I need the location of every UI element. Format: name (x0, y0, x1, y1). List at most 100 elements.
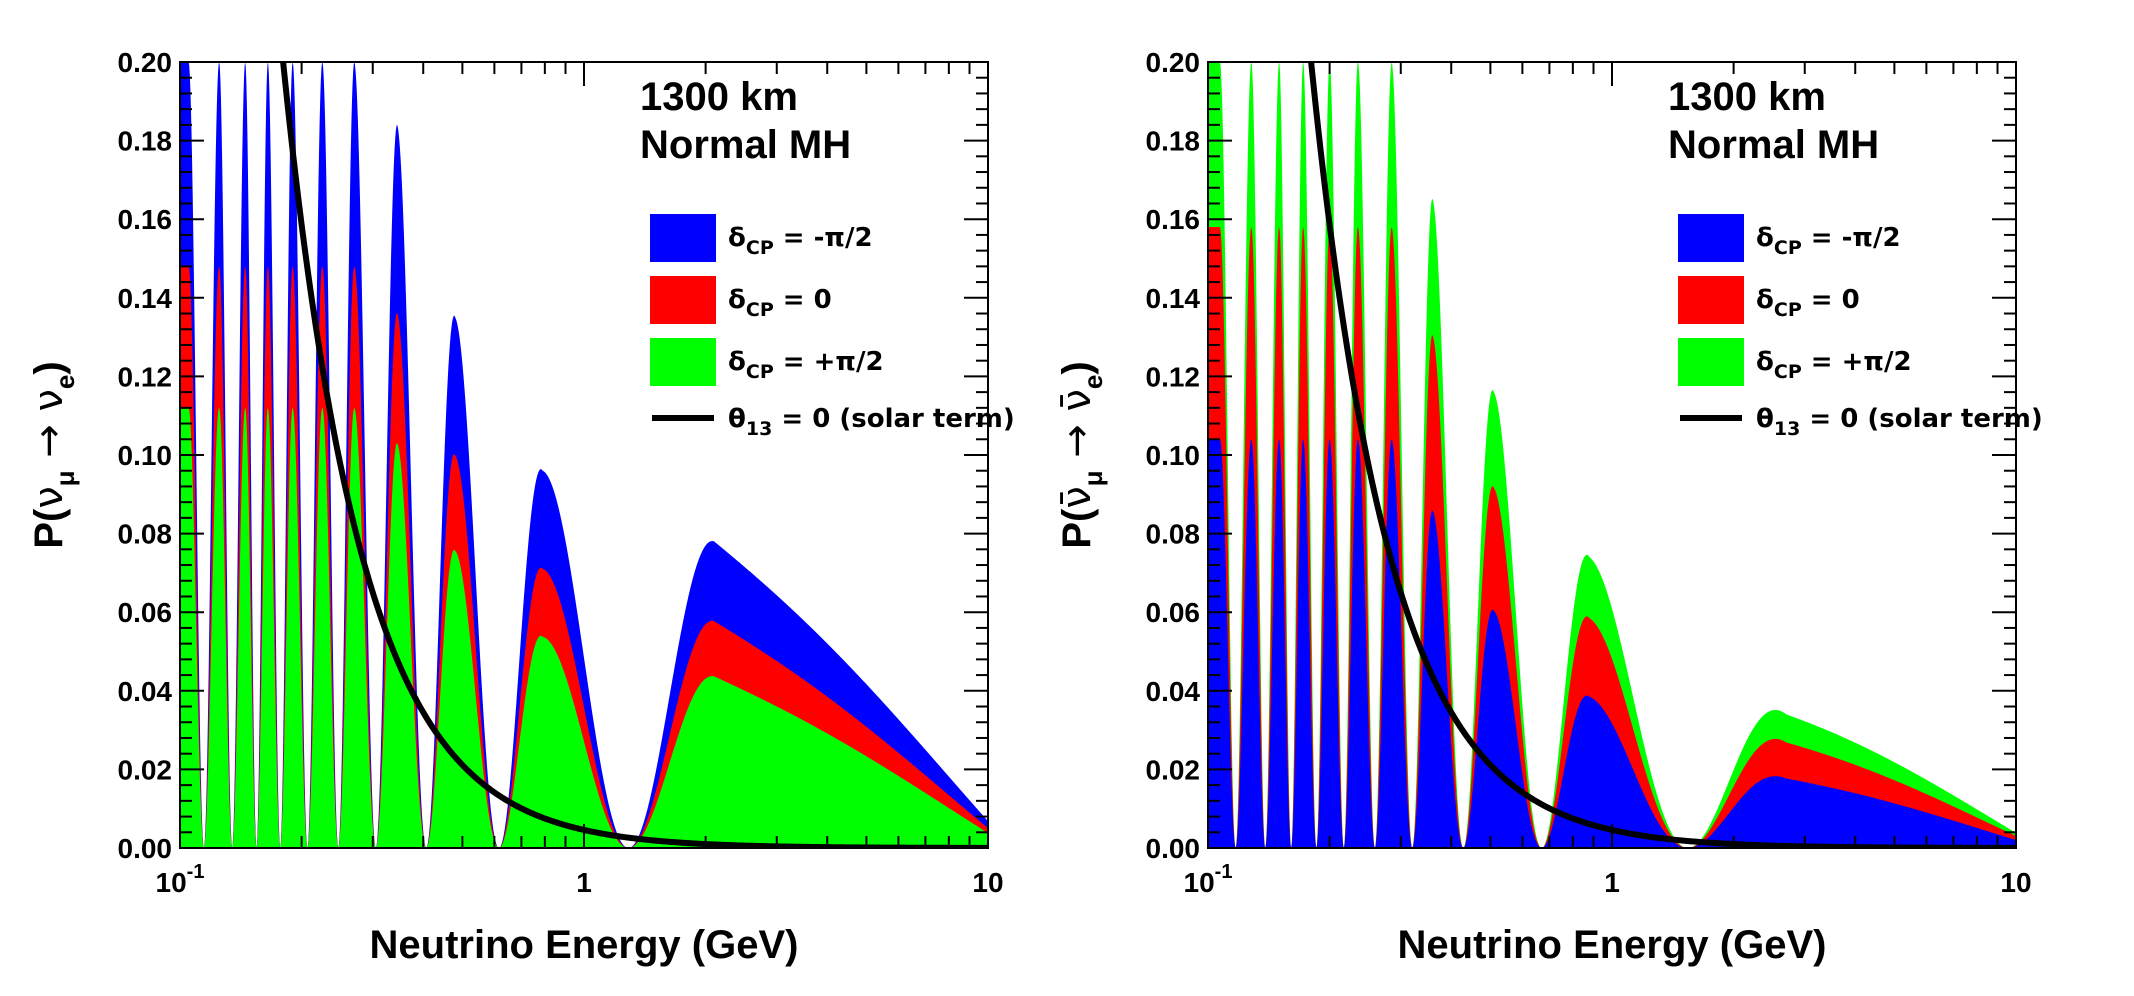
y-label-nu-e: ν (26, 389, 72, 411)
y-tick-label: 0.02 (1146, 754, 1201, 785)
y-tick-label: 0.18 (1146, 126, 1201, 157)
y-tick-label: 0.08 (118, 519, 173, 550)
series-area-0 (180, 62, 988, 848)
legend-sym: δ (728, 223, 746, 253)
legend-rest: = 0 (774, 285, 832, 315)
legend-sub: CP (1774, 299, 1802, 321)
x-tick-base: 1 (1604, 867, 1620, 898)
x-tick-exponent: -1 (1215, 861, 1233, 883)
legend-rest: = -π/2 (1802, 223, 1901, 253)
y-tick-label: 0.04 (118, 676, 173, 707)
y-axis-label: P(νμ → νe) (26, 361, 80, 548)
legend-rest: = 0 (1802, 285, 1860, 315)
legend-swatch-2 (650, 338, 716, 386)
legend-sub: CP (1774, 237, 1802, 259)
y-label-nu-mu: ν̄ (1054, 486, 1100, 508)
legend-sub: CP (1774, 361, 1802, 383)
legend-swatch-2 (1678, 338, 1744, 386)
series-area-1 (180, 266, 988, 848)
legend-rest: = 0 (solar term) (1800, 404, 2042, 434)
y-tick-label: 0.10 (1146, 440, 1201, 471)
y-tick-label: 0.16 (1146, 204, 1201, 235)
legend-label-1: δCP = 0 (1756, 285, 1860, 321)
legend-rest: = 0 (solar term) (772, 404, 1014, 434)
y-tick-label: 0.10 (118, 440, 173, 471)
annotation-line-0: 1300 km (640, 75, 798, 119)
y-label-close: ) (27, 361, 71, 374)
legend-label-2: δCP = +π/2 (1756, 347, 1912, 383)
y-label-sub-e: e (1078, 375, 1108, 389)
annotation-line-0: 1300 km (1668, 75, 1826, 119)
y-tick-label: 0.18 (118, 126, 173, 157)
x-tick-label: 10-1 (1184, 861, 1233, 898)
chart-panel-right: 0.00 0.02 0.04 0.06 0.08 0.10 0.12 0.14 0.16 0.18… (1054, 47, 2043, 967)
y-label-arrow: → (1054, 411, 1100, 470)
y-label-p: P( (27, 508, 71, 549)
x-tick-base: 1 (576, 867, 592, 898)
legend-sym: θ (1756, 404, 1774, 434)
y-tick-label: 0.04 (1146, 676, 1201, 707)
x-tick-label: 1 (576, 867, 592, 898)
y-label-sub-mu: μ (50, 470, 80, 486)
legend-rest: = -π/2 (774, 223, 873, 253)
y-tick-label: 0.12 (1146, 361, 1201, 392)
x-tick-label: 10 (2000, 867, 2031, 898)
y-label-nu-e: ν̄ (1054, 389, 1100, 411)
legend-sym: θ (728, 404, 746, 434)
legend-swatch-0 (1678, 214, 1744, 262)
legend-swatch-1 (1678, 276, 1744, 324)
x-tick-base: 10 (2000, 867, 2031, 898)
x-axis-label: Neutrino Energy (GeV) (1398, 923, 1827, 967)
y-tick-label: 0.08 (1146, 519, 1201, 550)
y-tick-label: 0.20 (1146, 47, 1201, 78)
legend-solar-label: θ13 = 0 (solar term) (1756, 404, 2043, 440)
x-axis-label: Neutrino Energy (GeV) (370, 923, 799, 967)
legend-sym: δ (728, 285, 746, 315)
y-tick-label: 0.14 (1146, 283, 1201, 314)
y-label-arrow: → (26, 411, 72, 470)
series-area-0 (1208, 439, 2016, 848)
x-tick-base: 10 (972, 867, 1003, 898)
x-tick-exponent: -1 (187, 861, 205, 883)
y-tick-label: 0.14 (118, 283, 173, 314)
y-tick-label: 0.06 (118, 597, 173, 628)
y-tick-label: 0.06 (1146, 597, 1201, 628)
legend-label-1: δCP = 0 (728, 285, 832, 321)
legend-sub: 13 (1774, 418, 1800, 440)
legend-sub: CP (746, 237, 774, 259)
legend-solar-label: θ13 = 0 (solar term) (728, 404, 1015, 440)
legend-rest: = +π/2 (1802, 347, 1912, 377)
legend-sub: CP (746, 299, 774, 321)
annotation-line-1: Normal MH (640, 123, 851, 167)
y-tick-label: 0.20 (118, 47, 173, 78)
y-label-sub-mu: μ (1078, 470, 1108, 486)
y-label-sub-e: e (50, 375, 80, 389)
x-tick-base: 10 (156, 867, 187, 898)
legend-sub: 13 (746, 418, 772, 440)
y-axis-label: P(ν̄μ → ν̄e) (1054, 361, 1108, 548)
x-tick-label: 10 (972, 867, 1003, 898)
legend-label-0: δCP = -π/2 (1756, 223, 1901, 259)
legend-sym: δ (1756, 285, 1774, 315)
y-tick-label: 0.00 (1146, 833, 1201, 864)
y-tick-label: 0.12 (118, 361, 173, 392)
chart-panel-left: 0.00 0.02 0.04 0.06 0.08 0.10 0.12 0.14 0.16 0.18… (26, 47, 1015, 967)
x-tick-base: 10 (1184, 867, 1215, 898)
legend-rest: = +π/2 (774, 347, 884, 377)
y-label-close: ) (1055, 361, 1099, 374)
legend-label-0: δCP = -π/2 (728, 223, 873, 259)
legend-sym: δ (728, 347, 746, 377)
y-label-p: P( (1055, 508, 1099, 549)
x-tick-label: 10-1 (156, 861, 205, 898)
legend-swatch-0 (650, 214, 716, 262)
x-tick-label: 1 (1604, 867, 1620, 898)
annotation-line-1: Normal MH (1668, 123, 1879, 167)
series-area-2 (180, 407, 988, 848)
y-tick-label: 0.00 (118, 833, 173, 864)
legend-sym: δ (1756, 223, 1774, 253)
legend-label-2: δCP = +π/2 (728, 347, 884, 383)
legend-sub: CP (746, 361, 774, 383)
legend-sym: δ (1756, 347, 1774, 377)
y-label-nu-mu: ν (26, 486, 72, 508)
